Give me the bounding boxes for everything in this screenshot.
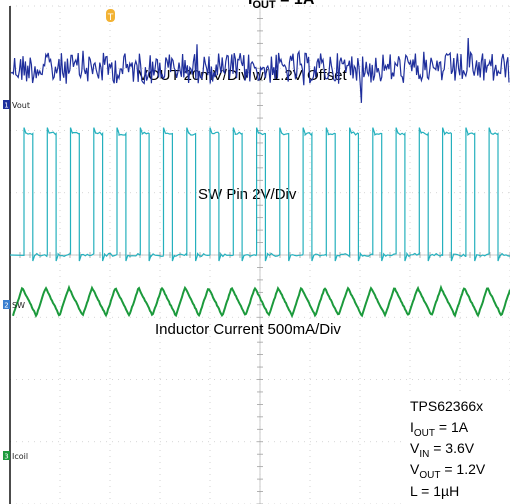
channel-tag-sw: SW (12, 301, 25, 310)
conditions-annotation: TPS62366x IOUT = 1A VIN = 3.6V VOUT = 1.… (404, 392, 510, 504)
channel-tag-icoil: Icoil (12, 452, 28, 461)
channel-tag-vout: Vout (12, 101, 30, 110)
series-label-inductor-current: Inductor Current 500mA/Div (155, 321, 341, 338)
annotation-inductance: L = 1µH (410, 483, 459, 499)
trigger-marker: T (106, 9, 115, 23)
trace-sw (9, 127, 510, 262)
channel-marker-vout: 1 Vout (3, 100, 30, 110)
annotation-device: TPS62366x (410, 398, 483, 414)
channel-number-icoil: 3 (4, 453, 8, 461)
trigger-marker-label: T (107, 13, 114, 23)
chart-title: IOUT = 1A (248, 0, 315, 11)
series-label-sw: SW Pin 2V/Div (198, 186, 297, 203)
channel-marker-sw: 2 SW (3, 300, 25, 310)
channel-marker-icoil: 3 Icoil (3, 451, 28, 461)
channel-number-sw: 2 (4, 302, 8, 310)
trace-inductor-current (12, 284, 510, 319)
trace-vout (10, 37, 510, 103)
channel-number-vout: 1 (4, 102, 8, 110)
